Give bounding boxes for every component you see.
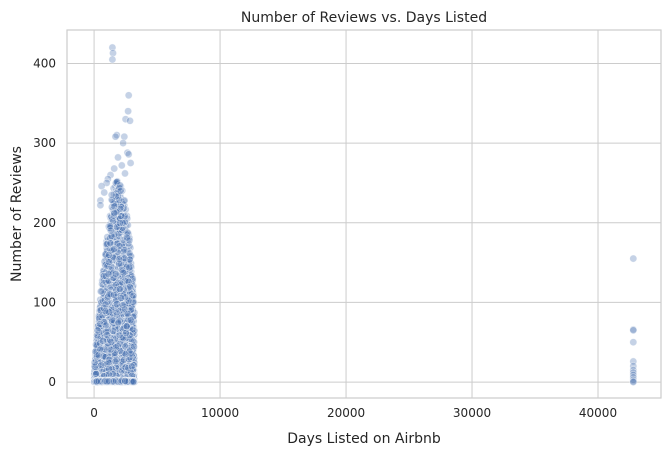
data-point xyxy=(96,201,105,210)
data-point xyxy=(121,377,130,385)
data-point xyxy=(111,132,120,141)
data-point xyxy=(119,139,127,147)
data-point xyxy=(111,357,120,366)
data-point xyxy=(106,345,115,354)
x-tick-label: 30000 xyxy=(453,406,491,420)
data-point xyxy=(116,186,125,195)
y-axis-label: Number of Reviews xyxy=(9,146,25,282)
data-point xyxy=(101,300,110,309)
data-point xyxy=(109,290,118,299)
data-point xyxy=(111,269,120,278)
data-point xyxy=(123,233,131,242)
y-tick-label: 400 xyxy=(33,56,56,70)
data-point xyxy=(101,307,110,315)
data-point xyxy=(96,345,105,354)
data-point xyxy=(105,250,113,259)
data-point xyxy=(99,337,107,345)
data-point xyxy=(121,350,130,358)
data-point xyxy=(119,268,128,277)
data-point xyxy=(629,326,638,335)
data-point xyxy=(123,310,132,318)
data-point xyxy=(130,342,138,351)
data-point xyxy=(90,358,99,367)
x-tick-label: 0 xyxy=(90,406,98,420)
chart-title: Number of Reviews vs. Days Listed xyxy=(241,10,487,26)
data-point xyxy=(102,321,110,330)
data-point xyxy=(110,245,119,253)
y-tick-label: 0 xyxy=(48,375,56,389)
data-point xyxy=(108,55,117,64)
data-point xyxy=(124,150,133,159)
data-point xyxy=(103,377,111,386)
data-point xyxy=(104,270,113,279)
data-point xyxy=(92,377,101,386)
data-point xyxy=(126,116,134,125)
data-point xyxy=(629,378,638,386)
data-point xyxy=(124,91,133,100)
data-point xyxy=(629,338,638,347)
data-point xyxy=(125,263,134,272)
data-point xyxy=(114,153,122,162)
y-axis-ticks: 0 100 200 300 400 xyxy=(33,56,56,389)
x-axis-ticks: 0 10000 20000 30000 40000 xyxy=(90,406,617,420)
data-point xyxy=(113,300,121,308)
data-point xyxy=(121,212,129,221)
data-point xyxy=(117,293,125,302)
data-point xyxy=(124,107,133,116)
data-point xyxy=(110,164,119,173)
data-point xyxy=(115,255,124,264)
plot-frame xyxy=(66,29,662,399)
data-point xyxy=(122,322,131,331)
x-tick-label: 40000 xyxy=(579,406,617,420)
data-point xyxy=(127,362,136,371)
data-point xyxy=(126,159,135,167)
y-tick-label: 300 xyxy=(33,136,56,150)
data-point xyxy=(116,285,124,293)
data-point xyxy=(93,326,102,335)
data-point xyxy=(96,287,105,296)
data-point xyxy=(107,337,116,346)
data-point xyxy=(126,282,134,291)
y-tick-label: 200 xyxy=(33,216,56,230)
x-tick-label: 20000 xyxy=(327,406,365,420)
y-tick-label: 100 xyxy=(33,295,56,309)
data-point xyxy=(629,254,638,263)
data-points xyxy=(90,43,638,386)
gridlines xyxy=(67,30,661,398)
data-point xyxy=(109,49,117,57)
data-point xyxy=(122,329,130,337)
data-point xyxy=(100,188,109,197)
data-point xyxy=(121,169,129,178)
data-point xyxy=(116,219,124,227)
data-point xyxy=(117,161,126,170)
data-point xyxy=(129,377,138,386)
x-tick-label: 10000 xyxy=(201,406,239,420)
data-point xyxy=(110,202,119,211)
data-point xyxy=(110,209,119,217)
data-point xyxy=(114,318,123,327)
data-point xyxy=(107,190,116,199)
data-point xyxy=(120,132,129,141)
x-axis-label: Days Listed on Airbnb xyxy=(287,431,441,447)
